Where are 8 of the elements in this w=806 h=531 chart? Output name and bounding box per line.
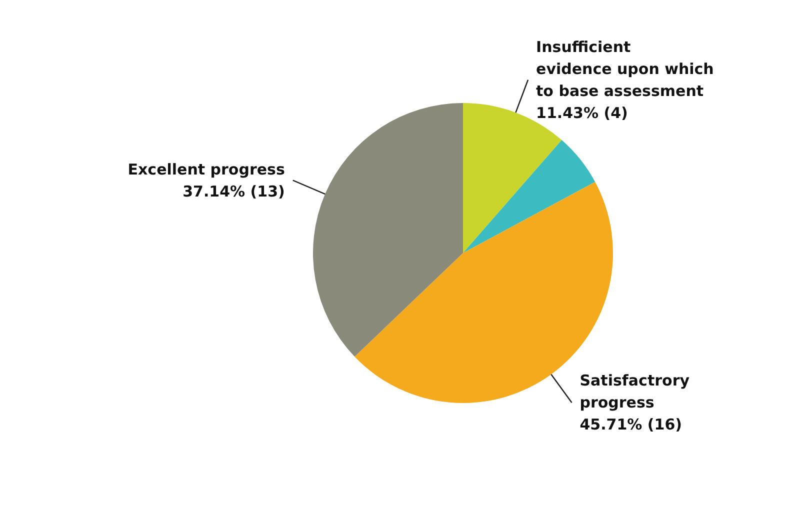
slice-label: Excellent progress xyxy=(128,160,285,178)
slice-label: Satisfactrory progress xyxy=(580,372,690,412)
pie-slice xyxy=(463,140,596,253)
data-label: 11.43% (4) xyxy=(536,104,628,122)
data-label: 45.71% (16) xyxy=(580,416,682,434)
slice-label: Insufficient evidence upon which to base assessment xyxy=(536,38,714,100)
data-label: 37.14% (13) xyxy=(182,182,285,200)
pie-slice xyxy=(313,103,463,357)
